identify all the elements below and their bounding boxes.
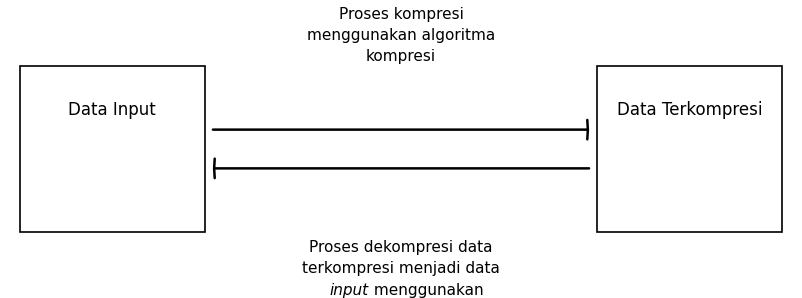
Text: Data Terkompresi: Data Terkompresi: [617, 101, 763, 119]
Bar: [20, 66, 205, 232]
Text: terkompresi menjadi data: terkompresi menjadi data: [302, 261, 500, 276]
Text: Proses kompresi
menggunakan algoritma
kompresi: Proses kompresi menggunakan algoritma ko…: [307, 7, 495, 64]
Text: input: input: [329, 283, 368, 298]
Bar: [597, 66, 782, 232]
Text: menggunakan: menggunakan: [369, 283, 484, 298]
Text: Proses dekompresi data: Proses dekompresi data: [310, 240, 492, 255]
Text: Data Input: Data Input: [68, 101, 156, 119]
